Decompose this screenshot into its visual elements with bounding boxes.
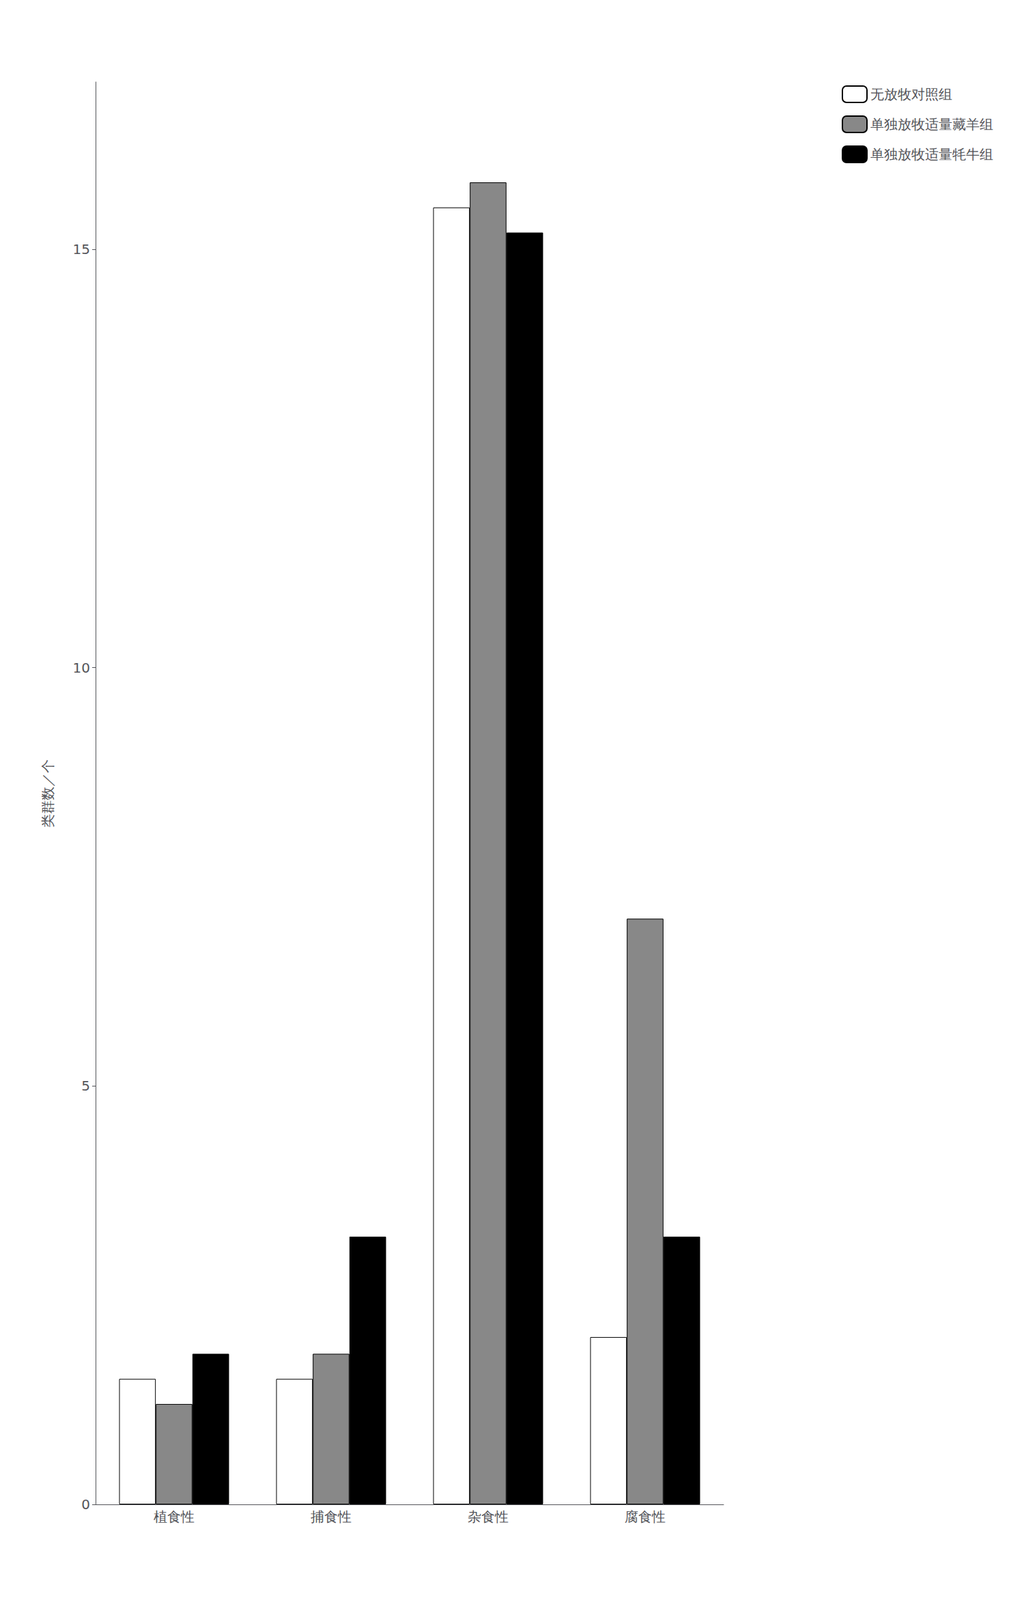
svg-text:类群数／个: 类群数／个	[39, 759, 56, 828]
svg-text:10: 10	[73, 659, 91, 676]
svg-text:单独放牧适量藏羊组: 单独放牧适量藏羊组	[870, 116, 994, 133]
svg-text:0: 0	[81, 1495, 91, 1513]
svg-text:植食性: 植食性	[153, 1508, 195, 1525]
svg-text:捕食性: 捕食性	[310, 1508, 352, 1525]
svg-text:单独放牧适量牦牛组: 单独放牧适量牦牛组	[870, 146, 994, 163]
svg-text:腐食性: 腐食性	[624, 1508, 666, 1525]
svg-text:无放牧对照组: 无放牧对照组	[870, 86, 953, 103]
svg-text:杂食性: 杂食性	[467, 1508, 509, 1525]
svg-text:15: 15	[73, 240, 91, 258]
svg-text:5: 5	[81, 1077, 91, 1094]
